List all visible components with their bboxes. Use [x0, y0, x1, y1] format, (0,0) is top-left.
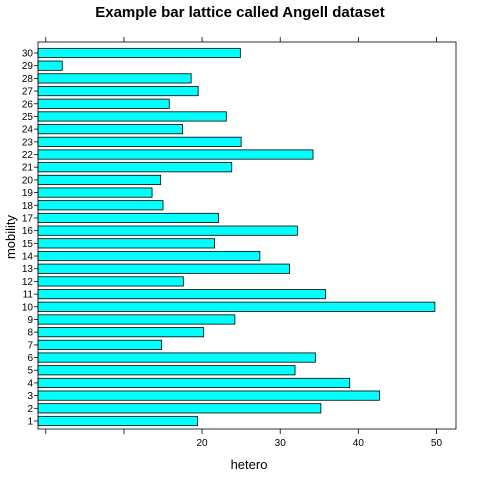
bar-28	[37, 73, 192, 84]
bar-6	[37, 352, 316, 363]
y-tick-label: 14	[22, 252, 34, 263]
bar-27	[37, 86, 199, 97]
x-tick-label: 40	[353, 438, 365, 449]
y-tick-label: 27	[22, 87, 34, 98]
y-tick-label: 3	[27, 391, 33, 402]
bar-14	[37, 250, 261, 262]
x-tick-label: 50	[431, 438, 443, 449]
y-tick-label: 20	[22, 175, 34, 186]
bar-29	[37, 60, 63, 71]
y-axis-ticks: 1234567891011121314151617181920212223242…	[22, 49, 38, 428]
x-axis-ticks: 20 30 40 50	[45, 37, 443, 449]
bar-25	[37, 111, 227, 122]
y-tick-label: 25	[22, 112, 34, 123]
bar-2	[37, 403, 322, 414]
bar-19	[37, 187, 153, 198]
y-tick-label: 21	[22, 163, 34, 174]
bar-17	[37, 212, 219, 224]
y-tick-label: 11	[23, 290, 34, 301]
bar-11	[37, 289, 326, 300]
y-tick-label: 17	[22, 213, 34, 224]
x-axis-label: hetero	[231, 457, 268, 472]
bar-22	[37, 149, 314, 160]
plot-frame	[37, 41, 457, 430]
bar-16	[37, 225, 298, 236]
bar-18	[37, 200, 164, 211]
bar-20	[37, 174, 162, 185]
bars-group	[37, 47, 436, 427]
bar-8	[37, 327, 205, 338]
bar-15	[37, 238, 215, 249]
y-tick-label: 24	[22, 125, 34, 136]
bar-1	[37, 415, 198, 427]
y-tick-label: 9	[27, 315, 33, 326]
y-tick-label: 8	[27, 328, 33, 339]
bar-21	[37, 162, 233, 173]
y-axis-label: mobility	[3, 214, 18, 259]
y-tick-label: 16	[22, 226, 34, 237]
chart-title: Example bar lattice called Angell datase…	[95, 4, 385, 21]
y-tick-label: 29	[22, 61, 34, 72]
y-tick-label: 19	[22, 188, 34, 199]
bar-26	[37, 98, 170, 109]
y-tick-label: 15	[22, 239, 34, 250]
bar-5	[37, 365, 296, 376]
y-tick-label: 23	[22, 137, 34, 148]
y-tick-label: 26	[22, 99, 34, 110]
x-tick-label: 20	[197, 438, 209, 449]
x-tick-label: 30	[275, 438, 287, 449]
y-tick-label: 28	[22, 74, 34, 85]
bar-7	[37, 339, 162, 350]
bar-12	[37, 276, 184, 287]
y-tick-label: 4	[27, 378, 33, 389]
y-tick-label: 7	[27, 340, 33, 351]
y-tick-label: 2	[27, 404, 33, 415]
bar-24	[37, 124, 183, 135]
bar-3	[37, 390, 380, 401]
bar-10	[37, 301, 436, 312]
y-tick-label: 6	[27, 353, 33, 364]
bar-9	[37, 314, 236, 325]
y-tick-label: 12	[22, 277, 34, 288]
y-tick-label: 1	[27, 417, 33, 428]
bar-23	[37, 136, 242, 147]
y-tick-label: 5	[27, 366, 33, 377]
bar-30	[37, 47, 241, 59]
y-tick-label: 13	[22, 264, 34, 275]
bar-13	[37, 263, 290, 274]
bar-4	[37, 377, 351, 388]
y-tick-label: 30	[22, 49, 34, 60]
y-tick-label: 10	[22, 302, 34, 313]
y-tick-label: 18	[22, 201, 34, 212]
y-tick-label: 22	[22, 150, 34, 161]
